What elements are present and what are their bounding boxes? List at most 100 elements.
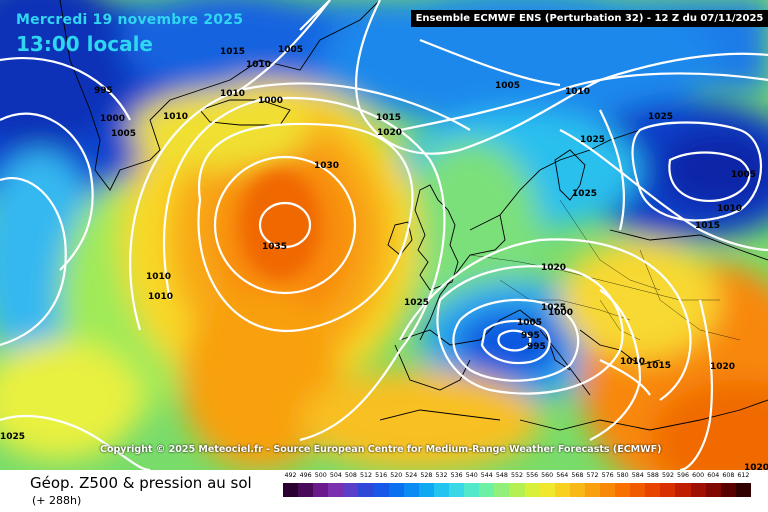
scale-label: 556 xyxy=(526,472,539,479)
scale-label: 592 xyxy=(661,472,674,479)
forecast-time: 13:00 locale xyxy=(16,32,153,56)
scale-label: 560 xyxy=(541,472,554,479)
scale-label: 532 xyxy=(435,472,448,479)
scale-swatch xyxy=(599,483,616,497)
scale-label: 492 xyxy=(284,472,297,479)
scale-swatch xyxy=(373,483,389,497)
scale-swatch xyxy=(479,483,495,497)
scale-swatch xyxy=(539,483,555,497)
isobar-label: 1025 xyxy=(541,303,566,313)
isobar-label: 1020 xyxy=(710,362,735,372)
scale-swatch xyxy=(675,483,691,497)
weather-map: 1015 1005 1010 1010 1000 995 1000 1005 1… xyxy=(0,0,768,470)
isobar-label: 1010 xyxy=(146,272,171,282)
legend-subtitle: (+ 288h) xyxy=(32,494,82,507)
legend-footer: Géop. Z500 & pression au sol (+ 288h) 49… xyxy=(0,470,768,512)
isobar-label: 995 xyxy=(94,86,113,96)
isobar-label: 995 xyxy=(521,331,540,341)
scale-label: 568 xyxy=(571,472,584,479)
scale-swatch xyxy=(524,483,540,497)
isobar-label: 1000 xyxy=(548,308,573,318)
scale-swatch xyxy=(343,483,359,497)
isobar-label: 1035 xyxy=(262,242,287,252)
isobar-label: 1010 xyxy=(163,112,188,122)
color-scale-labels: 492 496 500 504 508 512 516 520 524 528 532 536 540 5… xyxy=(283,472,751,482)
scale-label: 496 xyxy=(299,472,312,479)
scale-swatch xyxy=(464,483,480,497)
scale-swatch xyxy=(554,483,570,497)
scale-swatch xyxy=(645,483,661,497)
scale-swatch xyxy=(449,483,465,497)
isobar-labels: 1015 1005 1010 1010 1000 995 1000 1005 1… xyxy=(0,45,768,470)
isobar-label: 1015 xyxy=(646,361,671,371)
scale-swatch xyxy=(388,483,404,497)
scale-swatch xyxy=(735,483,751,497)
isobar-label: 1020 xyxy=(541,263,566,273)
scale-swatch xyxy=(283,483,299,497)
scale-swatch xyxy=(509,483,525,497)
scale-label: 508 xyxy=(344,472,357,479)
scale-label: 608 xyxy=(722,472,735,479)
isobar-label: 1010 xyxy=(717,204,742,214)
scale-label: 520 xyxy=(390,472,403,479)
scale-label: 540 xyxy=(465,472,478,479)
isobar-label: 1010 xyxy=(565,87,590,97)
model-info-banner: Ensemble ECMWF ENS (Perturbation 32) - 1… xyxy=(411,10,768,27)
scale-swatch xyxy=(298,483,314,497)
scale-label: 584 xyxy=(631,472,644,479)
isobar-label: 1010 xyxy=(148,292,173,302)
scale-label: 548 xyxy=(495,472,508,479)
scale-label: 512 xyxy=(360,472,373,479)
scale-label: 596 xyxy=(677,472,690,479)
isobar-label: 1005 xyxy=(278,45,303,55)
scale-label: 552 xyxy=(510,472,524,479)
isobar-label: 1010 xyxy=(220,89,245,99)
isobar-label: 1005 xyxy=(495,81,520,91)
copyright-notice: Copyright © 2025 Meteociel.fr - Source E… xyxy=(100,444,662,455)
scale-swatch xyxy=(328,483,344,497)
scale-label: 588 xyxy=(646,472,659,479)
isobar-label: 995 xyxy=(527,342,546,352)
scale-swatch xyxy=(433,483,450,497)
isobar-label: 1010 xyxy=(246,60,271,70)
isobar-label: 1025 xyxy=(648,112,673,122)
scale-swatch xyxy=(418,483,434,497)
scale-label: 504 xyxy=(329,472,342,479)
scale-label: 612 xyxy=(737,472,750,479)
scale-swatch xyxy=(584,483,600,497)
scale-swatch xyxy=(494,483,510,497)
isobar-label: 1025 xyxy=(0,432,25,442)
forecast-date: Mercredi 19 novembre 2025 xyxy=(16,12,244,28)
geopotential-field: 1015 1005 1010 1010 1000 995 1000 1005 1… xyxy=(0,0,768,470)
scale-label: 500 xyxy=(314,472,327,479)
scale-swatch xyxy=(720,483,736,497)
isobar-label: 1025 xyxy=(580,135,605,145)
scale-label: 564 xyxy=(556,472,569,479)
isobar-label: 1030 xyxy=(314,161,339,171)
scale-swatch xyxy=(630,483,646,497)
isobar-label: 1025 xyxy=(572,189,597,199)
scale-swatch xyxy=(660,483,676,497)
isobar-label: 1005 xyxy=(517,318,542,328)
isobar-label: 1020 xyxy=(744,463,768,470)
isobar-label: 1010 xyxy=(620,357,645,367)
isobar-label: 1015 xyxy=(220,47,245,57)
scale-label: 600 xyxy=(692,472,705,479)
scale-label: 580 xyxy=(616,472,629,479)
isobar-label: 1000 xyxy=(258,96,283,106)
isobar-label: 1005 xyxy=(731,170,756,180)
legend-title: Géop. Z500 & pression au sol xyxy=(30,474,252,492)
scale-swatch xyxy=(615,483,631,497)
isobar-label: 1015 xyxy=(695,221,720,231)
scale-swatch xyxy=(358,483,374,497)
scale-label: 576 xyxy=(601,472,614,479)
scale-swatch xyxy=(705,483,721,497)
scale-label: 604 xyxy=(707,472,720,479)
scale-swatch xyxy=(313,483,329,497)
scale-label: 516 xyxy=(375,472,388,479)
isobars xyxy=(0,0,768,470)
scale-label: 528 xyxy=(420,472,433,479)
scale-label: 536 xyxy=(450,472,463,479)
scale-label: 572 xyxy=(586,472,599,479)
scale-label: 524 xyxy=(405,472,418,479)
